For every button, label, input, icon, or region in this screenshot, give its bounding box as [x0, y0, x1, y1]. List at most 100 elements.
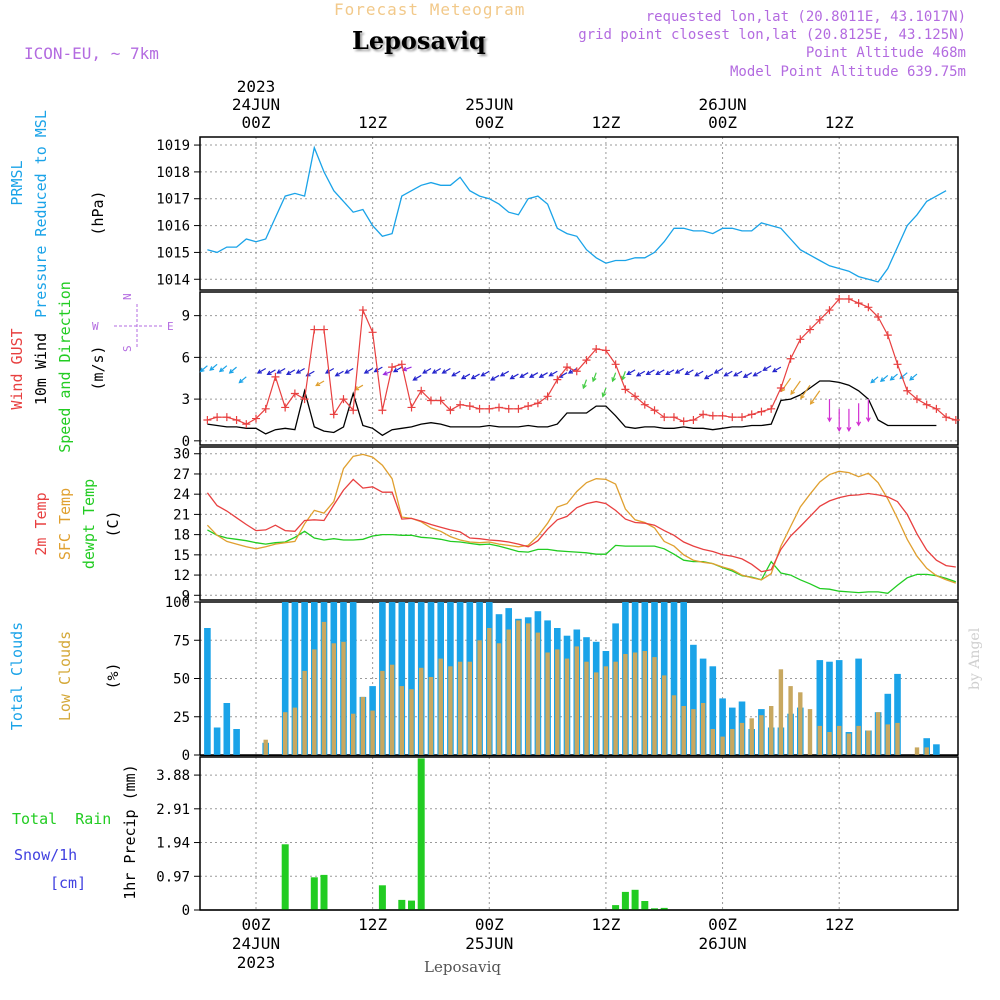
wind-arrow: [889, 373, 898, 381]
wind-arrow: [209, 363, 218, 371]
precip-bar: [281, 844, 289, 910]
wind-arrow: [752, 370, 762, 377]
wind-arrow: [582, 379, 588, 390]
compass-east: E: [167, 320, 174, 333]
wind-arrow: [470, 373, 480, 380]
precip-y-tick-label: 3.88: [156, 768, 190, 784]
gust-marker: [864, 303, 873, 312]
gust-marker: [835, 294, 844, 303]
gust-marker: [310, 325, 319, 334]
model-label: ICON-EU, ~ 7km: [24, 44, 159, 63]
precip-bar: [641, 901, 649, 910]
wind-arrow: [879, 374, 889, 382]
gust-marker: [699, 410, 708, 419]
wind-arrow: [499, 370, 510, 377]
total-cloud-bar: [894, 673, 901, 755]
gust-marker: [271, 372, 280, 381]
gust-marker: [631, 392, 640, 401]
low-cloud-bar: [419, 667, 424, 755]
wind-unit-label: (m/s): [89, 345, 107, 390]
gust-marker: [592, 345, 601, 354]
wind-arrow: [460, 373, 471, 380]
gust-marker: [553, 375, 562, 384]
total-cloud-bar: [680, 602, 687, 755]
footer-location-label: Leposaviq: [424, 958, 501, 976]
low-cloud-bar: [807, 709, 813, 755]
wind-arrow: [490, 374, 500, 381]
gust-marker: [922, 400, 931, 409]
gust-marker: [874, 313, 883, 322]
wind-arrow: [373, 366, 383, 373]
wind-arrow: [529, 372, 539, 378]
wind-arrow: [790, 380, 801, 396]
gust-marker: [543, 392, 552, 401]
clouds-y-tick-label: 25: [173, 710, 190, 726]
precip-bar: [631, 889, 639, 910]
low-cloud-bar: [302, 670, 307, 755]
wind-arrow: [703, 373, 714, 380]
pressure-line: [207, 145, 947, 283]
bottom-time-label: 00Z: [475, 915, 504, 934]
temp-dewpt-line: [207, 529, 957, 594]
wind-compass: N S W E: [92, 293, 174, 352]
low-cloud-bar: [739, 722, 745, 755]
wind-arrow: [256, 367, 267, 374]
low-cloud-bar: [263, 739, 268, 755]
wind-arrow: [723, 370, 733, 377]
clouds-y-tick-label: 75: [173, 633, 190, 649]
pressure-unit-label: (hPa): [89, 190, 107, 235]
temperature-panel: 9 12 15 18 21 24 27 30: [173, 446, 959, 604]
gust-marker: [475, 404, 484, 413]
gust-marker: [339, 395, 348, 404]
gust-marker: [660, 413, 669, 422]
gust-marker: [796, 335, 805, 344]
wind-arrow: [431, 367, 441, 374]
precip-bar: [378, 885, 386, 910]
low-cloud-bar: [389, 664, 395, 755]
wind-arrow: [412, 374, 422, 381]
wind-arrow: [809, 390, 821, 405]
total-cloud-bar: [855, 658, 862, 755]
precip-bar: [660, 907, 668, 910]
precip-bar: [398, 899, 406, 910]
low-cloud-bar: [351, 713, 356, 755]
low-cloud-bar: [584, 661, 589, 755]
bottom-time-label: 2023: [237, 953, 276, 972]
low-cloud-bar: [720, 736, 725, 755]
low-cloud-bar: [283, 712, 288, 755]
top-time-label: 12Z: [591, 113, 620, 132]
wind-arrow: [635, 370, 646, 377]
gust-marker: [358, 306, 367, 315]
wind-arrow: [846, 408, 852, 433]
wind-gust-line: [207, 298, 956, 425]
gust-marker: [495, 403, 503, 412]
wind-arrow: [199, 365, 208, 373]
gust-marker: [601, 346, 610, 355]
wind-arrow: [684, 369, 694, 376]
gust-marker: [504, 404, 513, 413]
gust-marker: [728, 413, 737, 422]
low-cloud-bar: [652, 657, 657, 755]
wind-arrow: [601, 387, 607, 398]
pressure-ylabel: Pressure Reduced to MSL: [32, 110, 50, 318]
wind-arrow: [286, 369, 296, 376]
low-cloud-bar: [457, 661, 463, 755]
top-time-label: 24JUN: [232, 95, 280, 114]
wind-arrow: [621, 371, 626, 381]
wind-arrow: [324, 367, 335, 374]
wind-arrow: [665, 369, 675, 376]
wind-arrow: [538, 372, 548, 378]
total-cloud-bar: [923, 738, 930, 755]
pressure-y-tick-label: 1014: [156, 272, 190, 288]
low-cloud-bar: [370, 710, 375, 755]
gust-marker: [397, 360, 406, 369]
low-cloud-bar: [681, 706, 686, 755]
pressure-y-tick-label: 1017: [156, 192, 190, 208]
total-cloud-bar: [933, 744, 940, 755]
gust-marker: [378, 406, 387, 415]
compass-south: S: [121, 345, 134, 352]
wind-arrow: [315, 380, 325, 387]
gust-marker: [203, 415, 212, 424]
gust-marker: [738, 413, 746, 422]
low-cloud-bar: [875, 712, 881, 755]
